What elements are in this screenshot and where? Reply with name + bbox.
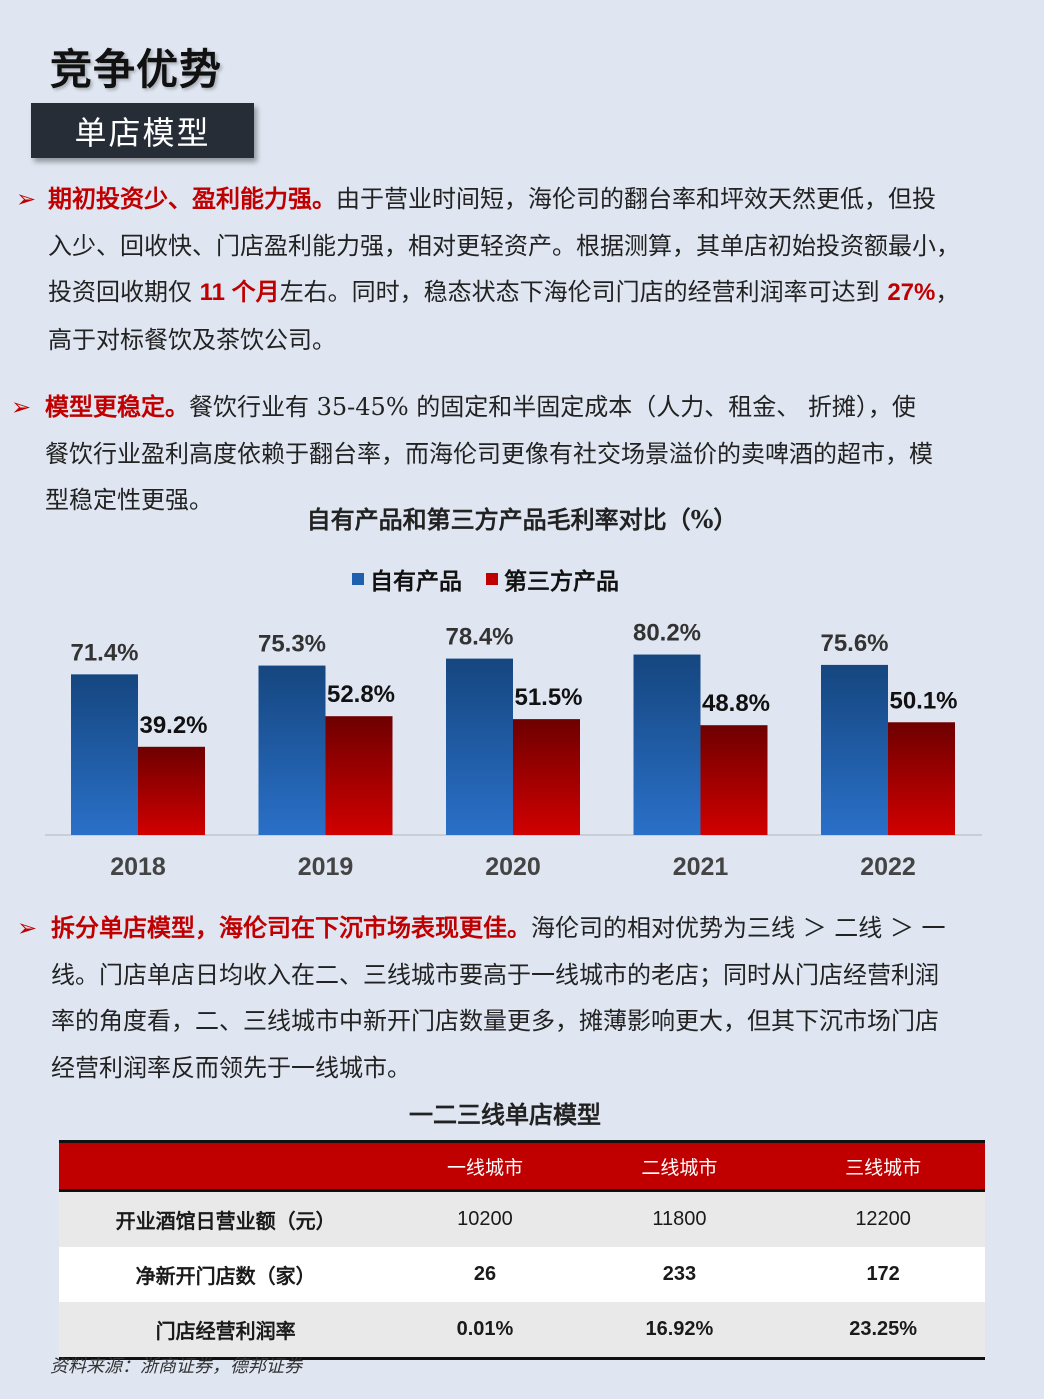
data-label: 50.1%: [889, 687, 957, 714]
gross-margin-bar-chart: 71.4% 39.2% 2018 75.3%52.8% 2019 78.4% 51.5% 20…: [45, 620, 982, 881]
row-label: 开业酒馆日营业额（元）: [59, 1190, 393, 1247]
bar-own-product: [71, 674, 138, 835]
x-tick-label: 2020: [485, 853, 541, 881]
bar-own-product: [633, 654, 701, 835]
table-cell: 12200: [781, 1190, 985, 1247]
source-note: 资料来源：浙商证券，德邦证券: [50, 1356, 302, 1377]
x-tick-label: 2018: [110, 853, 166, 881]
table-cell: 0.01%: [392, 1302, 578, 1359]
paragraph-text: 高于对标餐饮及茶饮公司。: [48, 325, 336, 354]
row-label: 门店经营利润率: [59, 1302, 393, 1359]
city-tier-store-model-table: 一线城市 二线城市 三线城市 开业酒馆日营业额（元） 10200 11800 1…: [59, 1140, 985, 1360]
red-arrow-icon: ➢: [16, 185, 37, 213]
legend-item-own: 自有产品: [352, 562, 462, 596]
data-label: 48.8%: [702, 690, 770, 717]
bar-own-product: [821, 664, 888, 835]
paragraph-text: 入少、回收快、门店盈利能力强，相对更轻资产。根据测算，其单店初始投资额最小，: [48, 231, 960, 260]
paragraph-lead: 期初投资少、盈利能力强。: [48, 184, 336, 213]
paragraph-text: 餐饮行业有 35-45% 的固定和半固定成本（人力、租金、 折摊），使: [189, 393, 916, 421]
data-label: 39.2%: [139, 712, 207, 739]
chart-legend: 自有产品 第三方产品: [352, 562, 619, 596]
row-label: 净新开门店数（家）: [59, 1247, 393, 1302]
legend-label-third-party: 第三方产品: [504, 568, 619, 595]
paragraph-stability: ➢ 模型更稳定。餐饮行业有 35-45% 的固定和半固定成本（人力、租金、 折摊…: [11, 384, 1025, 524]
bar-own-product: [446, 658, 513, 835]
paragraph-text: 餐饮行业盈利高度依赖于翻台率，而海伦司更像有社交场景溢价的卖啤酒的超市，模: [45, 439, 933, 468]
data-label: 71.4%: [70, 639, 138, 666]
table-cell: 233: [577, 1247, 782, 1302]
table-row: 净新开门店数（家） 26 233 172: [59, 1247, 985, 1302]
table-row: 开业酒馆日营业额（元） 10200 11800 12200: [59, 1190, 985, 1247]
paragraph-text: 投资回收期仅: [48, 278, 200, 306]
paragraph-text: 率的角度看，二、三线城市中新开门店数量更多，摊薄影响更大，但其下沉市场门店: [51, 1007, 939, 1035]
bar-own-product: [258, 665, 326, 835]
chart-title: 自有产品和第三方产品毛利率对比（%）: [306, 505, 738, 534]
legend-label-own: 自有产品: [370, 568, 462, 595]
paragraph-text: 经营利润率反而领先于一线城市。: [51, 1053, 411, 1082]
x-tick-label: 2019: [298, 853, 354, 881]
table-header: 三线城市: [781, 1141, 985, 1192]
table-title: 一二三线单店模型: [409, 1100, 601, 1129]
paragraph-text: 由于营业时间短，海伦司的翻台率和坪效天然更低，但投: [336, 185, 936, 213]
table-cell: 172: [781, 1247, 985, 1302]
red-arrow-icon: ➢: [11, 393, 32, 421]
paragraph-lead: 拆分单店模型，海伦司在下沉市场表现更佳。: [51, 913, 531, 942]
highlight-value: 11 个月: [199, 279, 280, 306]
table-header: 一线城市: [392, 1141, 578, 1192]
legend-item-third-party: 第三方产品: [486, 562, 619, 596]
paragraph-text: 左右。同时，稳态状态下海伦司门店的经营利润率可达到: [279, 278, 888, 306]
paragraph-investment: ➢ 期初投资少、盈利能力强。由于营业时间短，海伦司的翻台率和坪效天然更低，但投 …: [16, 176, 1028, 363]
paragraph-text: 海伦司的相对优势为三线 ＞ 二线 ＞ 一: [531, 914, 946, 942]
paragraph-lead: 模型更稳定。: [45, 392, 189, 421]
bar-third-party-product: [700, 725, 768, 835]
paragraph-text: ，: [935, 278, 960, 306]
paragraph-text: 型稳定性更强。: [45, 486, 213, 514]
x-tick-label: 2022: [860, 853, 916, 881]
data-label: 80.2%: [633, 620, 701, 647]
bar-third-party-product: [325, 716, 393, 835]
data-label: 51.5%: [514, 684, 582, 711]
page-title: 竞争优势: [50, 45, 223, 94]
table-cell: 26: [392, 1247, 578, 1302]
data-label: 52.8%: [327, 681, 395, 708]
data-label: 78.4%: [445, 624, 513, 651]
table-cell: 23.25%: [781, 1302, 985, 1359]
data-label: 75.3%: [258, 631, 326, 658]
red-arrow-icon: ➢: [17, 914, 38, 942]
bar-third-party-product: [513, 719, 580, 835]
bar-third-party-product: [888, 722, 955, 835]
data-label: 75.6%: [820, 630, 888, 657]
x-tick-label: 2021: [673, 853, 729, 881]
legend-swatch-own: [352, 573, 364, 585]
bar-third-party-product: [138, 746, 205, 835]
table-header: [59, 1141, 393, 1192]
table-row: 门店经营利润率 0.01% 16.92% 23.25%: [59, 1302, 985, 1359]
section-label: 单店模型: [31, 103, 254, 158]
table-header: 二线城市: [577, 1141, 782, 1192]
paragraph-lower-tier-markets: ➢ 拆分单店模型，海伦司在下沉市场表现更佳。海伦司的相对优势为三线 ＞ 二线 ＞…: [17, 905, 1021, 1091]
table-cell: 10200: [392, 1190, 578, 1247]
highlight-value: 27%: [887, 279, 936, 306]
paragraph-text: 线。门店单店日均收入在二、三线城市要高于一线城市的老店；同时从门店经营利润: [51, 960, 939, 989]
legend-swatch-third-party: [486, 573, 498, 585]
table-header-row: 一线城市 二线城市 三线城市: [59, 1141, 985, 1192]
table-cell: 11800: [577, 1190, 782, 1247]
table-cell: 16.92%: [577, 1302, 782, 1359]
